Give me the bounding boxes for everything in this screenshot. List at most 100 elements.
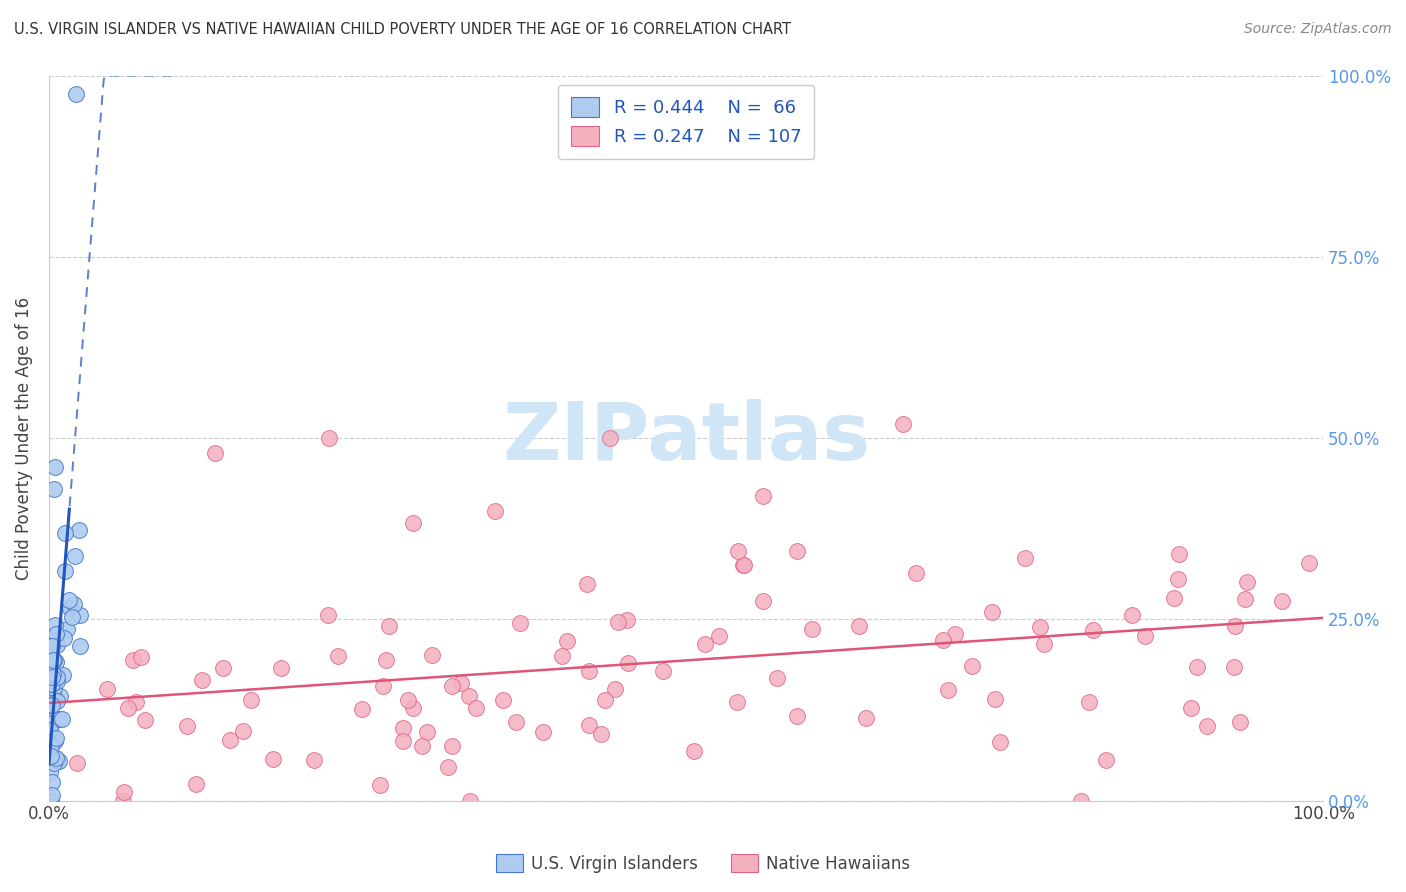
Point — [117, 700, 139, 714]
Point — [396, 692, 419, 706]
Point — [983, 691, 1005, 706]
Point — [326, 648, 349, 663]
Point — [52, 668, 75, 682]
Point — [350, 702, 373, 716]
Point — [943, 626, 966, 640]
Point — [49, 690, 72, 704]
Point — [401, 700, 423, 714]
Point — [39, 794, 62, 808]
Point — [1029, 620, 1052, 634]
Point — [589, 727, 612, 741]
Point — [437, 760, 460, 774]
Point — [509, 616, 531, 631]
Point — [555, 634, 578, 648]
Point — [59, 601, 82, 615]
Point — [1271, 593, 1294, 607]
Point — [65, 87, 87, 101]
Point — [981, 605, 1004, 619]
Point — [58, 592, 80, 607]
Point — [53, 564, 76, 578]
Point — [44, 618, 66, 632]
Point — [67, 523, 90, 537]
Point — [46, 673, 69, 688]
Text: Source: ZipAtlas.com: Source: ZipAtlas.com — [1244, 22, 1392, 37]
Point — [125, 695, 148, 709]
Point — [752, 594, 775, 608]
Point — [1081, 623, 1104, 637]
Text: U.S. VIRGIN ISLANDER VS NATIVE HAWAIIAN CHILD POVERTY UNDER THE AGE OF 16 CORREL: U.S. VIRGIN ISLANDER VS NATIVE HAWAIIAN … — [14, 22, 792, 37]
Point — [44, 734, 66, 748]
Point — [69, 639, 91, 653]
Text: ZIPatlas: ZIPatlas — [502, 399, 870, 477]
Point — [392, 733, 415, 747]
Legend: R = 0.444    N =  66, R = 0.247    N = 107: R = 0.444 N = 66, R = 0.247 N = 107 — [558, 85, 814, 159]
Point — [44, 756, 66, 771]
Point — [53, 526, 76, 541]
Point — [65, 756, 87, 770]
Point — [440, 739, 463, 753]
Point — [191, 673, 214, 688]
Point — [578, 664, 600, 678]
Point — [131, 649, 153, 664]
Point — [41, 639, 63, 653]
Point — [551, 648, 574, 663]
Point — [41, 677, 63, 691]
Point — [962, 659, 984, 673]
Point — [318, 431, 340, 445]
Point — [39, 643, 62, 657]
Point — [652, 664, 675, 678]
Point — [46, 671, 69, 685]
Point — [122, 653, 145, 667]
Point — [44, 460, 66, 475]
Point — [848, 619, 870, 633]
Point — [440, 679, 463, 693]
Point — [38, 639, 60, 653]
Point — [1032, 637, 1054, 651]
Point — [38, 718, 60, 732]
Point — [38, 676, 60, 690]
Point — [605, 681, 627, 696]
Legend: U.S. Virgin Islanders, Native Hawaiians: U.S. Virgin Islanders, Native Hawaiians — [489, 847, 917, 880]
Point — [46, 753, 69, 767]
Point — [465, 701, 488, 715]
Point — [599, 431, 621, 445]
Point — [505, 715, 527, 730]
Point — [204, 445, 226, 459]
Point — [42, 653, 65, 667]
Point — [786, 709, 808, 723]
Point — [707, 629, 730, 643]
Point — [65, 549, 87, 563]
Point — [63, 597, 86, 611]
Point — [41, 670, 63, 684]
Point — [731, 558, 754, 573]
Point — [41, 789, 63, 803]
Point — [44, 627, 66, 641]
Point — [318, 607, 340, 622]
Point — [891, 417, 914, 431]
Point — [607, 615, 630, 629]
Point — [1121, 607, 1143, 622]
Point — [41, 670, 63, 684]
Point — [262, 752, 284, 766]
Point — [184, 777, 207, 791]
Point — [368, 778, 391, 792]
Point — [458, 690, 481, 704]
Point — [38, 696, 60, 710]
Point — [1014, 550, 1036, 565]
Point — [1168, 547, 1191, 561]
Point — [232, 723, 254, 738]
Point — [531, 724, 554, 739]
Point — [45, 655, 67, 669]
Point — [725, 696, 748, 710]
Point — [373, 679, 395, 693]
Point — [683, 744, 706, 758]
Point — [41, 775, 63, 789]
Point — [212, 661, 235, 675]
Point — [1229, 714, 1251, 729]
Point — [46, 638, 69, 652]
Point — [932, 632, 955, 647]
Point — [766, 671, 789, 685]
Point — [1236, 574, 1258, 589]
Point — [392, 721, 415, 735]
Point — [1070, 794, 1092, 808]
